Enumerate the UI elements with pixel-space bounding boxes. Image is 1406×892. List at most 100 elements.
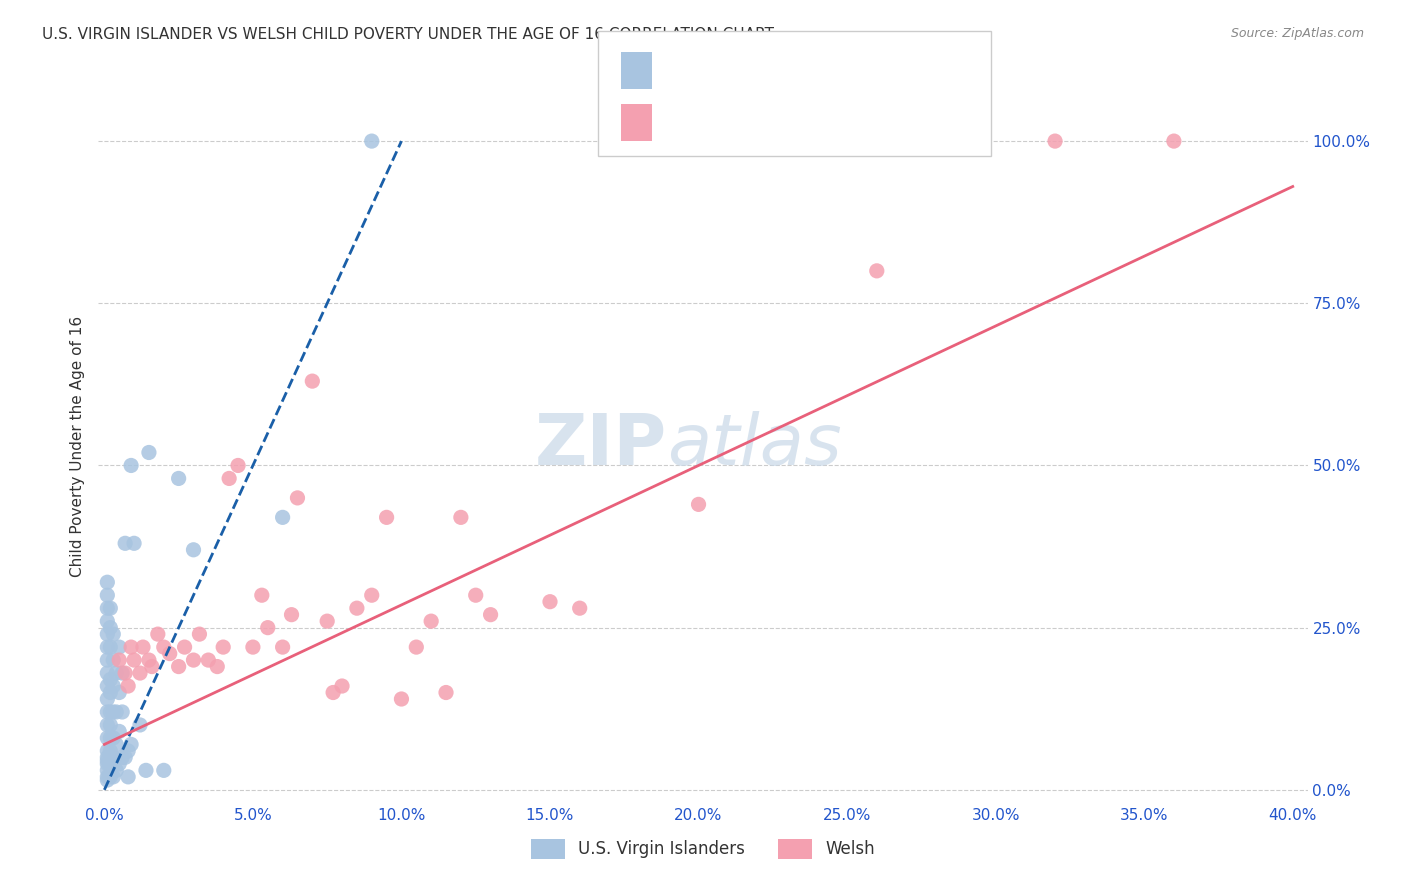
Point xyxy=(96,731,118,745)
Point xyxy=(108,640,131,654)
Point xyxy=(108,724,131,739)
Point xyxy=(146,627,169,641)
Point xyxy=(111,750,134,764)
Point xyxy=(122,536,145,550)
Point xyxy=(96,627,118,641)
Point xyxy=(405,640,427,654)
Point xyxy=(138,445,160,459)
Point xyxy=(96,756,118,771)
Point xyxy=(420,614,443,628)
Point xyxy=(103,679,125,693)
Point xyxy=(316,614,339,628)
Point xyxy=(1163,134,1185,148)
Text: R = 0.690: R = 0.690 xyxy=(666,113,756,132)
Point xyxy=(152,764,174,778)
Point xyxy=(242,640,264,654)
Point xyxy=(96,754,118,768)
Point xyxy=(98,673,121,687)
Point xyxy=(360,134,382,148)
Point xyxy=(103,653,125,667)
Point xyxy=(98,601,121,615)
Point xyxy=(866,264,889,278)
Text: U.S. VIRGIN ISLANDER VS WELSH CHILD POVERTY UNDER THE AGE OF 16 CORRELATION CHAR: U.S. VIRGIN ISLANDER VS WELSH CHILD POVE… xyxy=(42,27,775,42)
Point xyxy=(114,666,136,681)
Point xyxy=(98,640,121,654)
Point xyxy=(212,640,235,654)
Point xyxy=(117,679,139,693)
Point xyxy=(98,685,121,699)
Point xyxy=(173,640,195,654)
Point xyxy=(434,685,457,699)
Point xyxy=(96,773,118,788)
Point xyxy=(96,705,118,719)
Point xyxy=(287,491,309,505)
Point xyxy=(96,764,118,778)
Text: N = 66: N = 66 xyxy=(782,62,844,79)
Text: atlas: atlas xyxy=(666,411,841,481)
Point xyxy=(271,640,294,654)
Point xyxy=(250,588,273,602)
Point xyxy=(322,685,344,699)
Point xyxy=(103,750,125,764)
Point xyxy=(138,653,160,667)
Point xyxy=(98,770,121,784)
Point xyxy=(129,666,152,681)
Point xyxy=(450,510,472,524)
Point xyxy=(464,588,486,602)
Point xyxy=(538,595,561,609)
Point xyxy=(98,756,121,771)
Text: N = 46: N = 46 xyxy=(782,113,844,132)
Point xyxy=(98,718,121,732)
Point xyxy=(96,718,118,732)
Point xyxy=(111,666,134,681)
Point xyxy=(280,607,302,622)
Point xyxy=(159,647,181,661)
Y-axis label: Child Poverty Under the Age of 16: Child Poverty Under the Age of 16 xyxy=(69,316,84,576)
Point xyxy=(114,536,136,550)
Text: Source: ZipAtlas.com: Source: ZipAtlas.com xyxy=(1230,27,1364,40)
Point xyxy=(108,685,131,699)
Point xyxy=(218,471,240,485)
Point xyxy=(96,692,118,706)
Point xyxy=(96,770,118,784)
Point xyxy=(120,458,142,473)
Point xyxy=(271,510,294,524)
Point xyxy=(98,744,121,758)
Point xyxy=(96,750,118,764)
Point xyxy=(346,601,368,615)
Point xyxy=(111,705,134,719)
Point xyxy=(103,731,125,745)
Point xyxy=(141,659,163,673)
Point xyxy=(108,756,131,771)
Point xyxy=(183,542,205,557)
Point xyxy=(103,705,125,719)
Point xyxy=(167,659,190,673)
Legend: U.S. Virgin Islanders, Welsh: U.S. Virgin Islanders, Welsh xyxy=(524,832,882,866)
Point xyxy=(120,640,142,654)
Point xyxy=(117,744,139,758)
Point xyxy=(98,731,121,745)
Point xyxy=(122,653,145,667)
Point xyxy=(96,679,118,693)
Text: ZIP: ZIP xyxy=(534,411,666,481)
Point xyxy=(256,621,278,635)
Point xyxy=(96,575,118,590)
Point xyxy=(301,374,323,388)
Point xyxy=(96,640,118,654)
Point xyxy=(568,601,591,615)
Point xyxy=(183,653,205,667)
Point xyxy=(132,640,155,654)
Point xyxy=(96,653,118,667)
Point xyxy=(105,738,128,752)
Point xyxy=(1043,134,1066,148)
Point xyxy=(98,705,121,719)
Point xyxy=(152,640,174,654)
Point xyxy=(330,679,353,693)
Point xyxy=(103,627,125,641)
Point xyxy=(98,621,121,635)
Point xyxy=(96,744,118,758)
Point xyxy=(226,458,249,473)
Point xyxy=(479,607,502,622)
Point xyxy=(96,588,118,602)
Point xyxy=(117,770,139,784)
